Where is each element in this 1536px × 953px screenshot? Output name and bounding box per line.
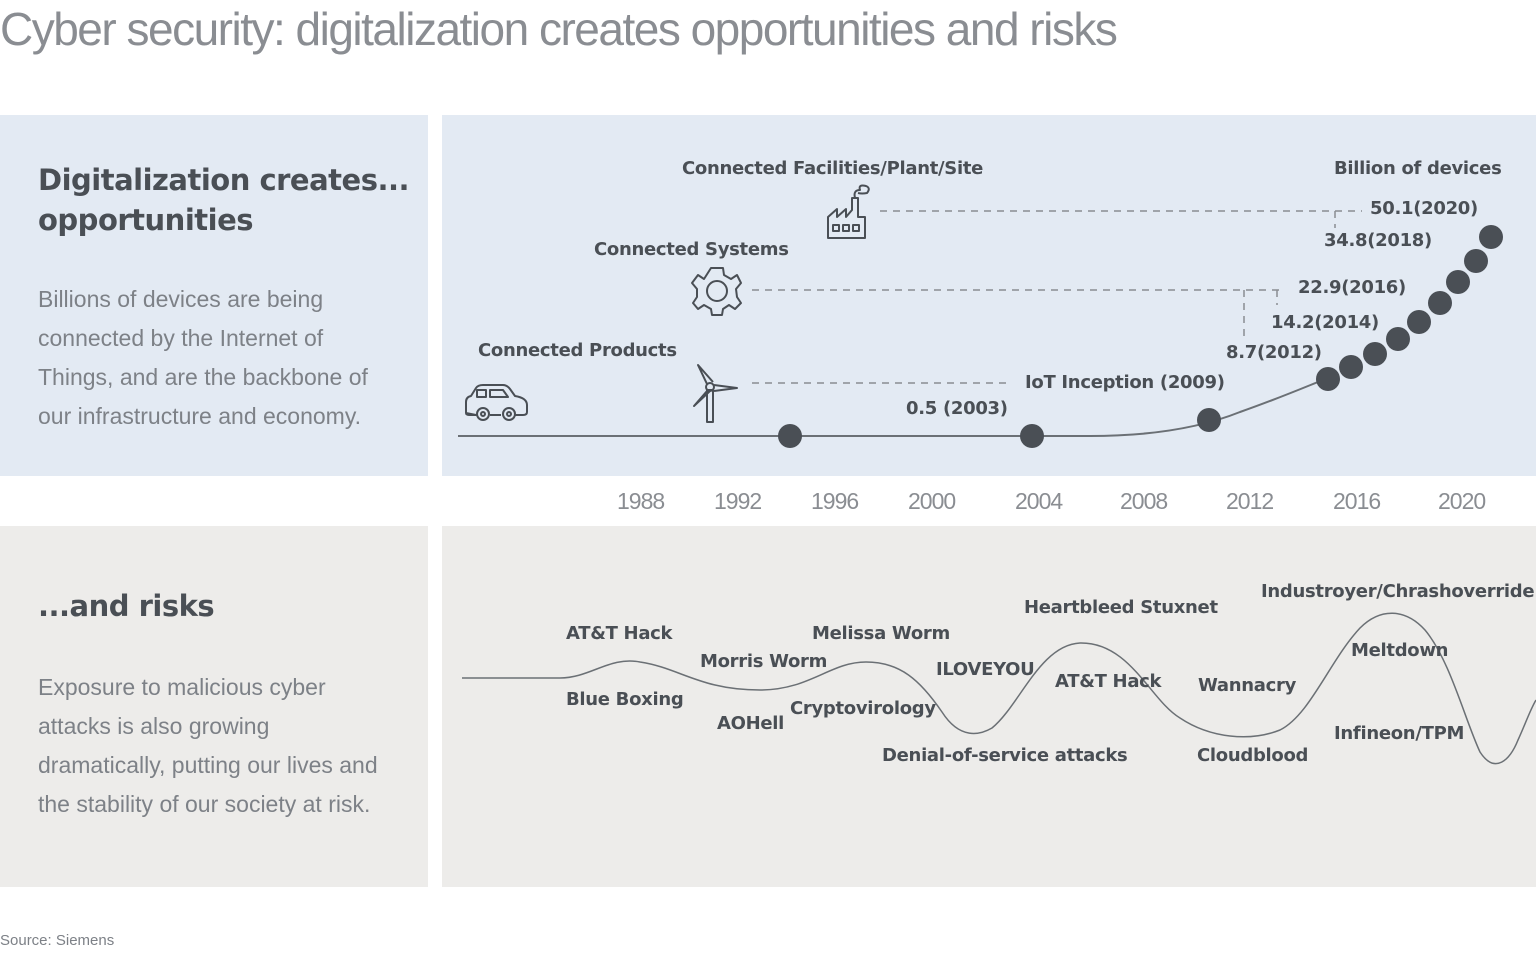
annotation-2018: 34.8(2018) xyxy=(1324,230,1432,251)
x-tick: 1992 xyxy=(714,488,762,514)
event-label: Wannacry xyxy=(1198,675,1297,696)
annotation-2016: 22.9(2016) xyxy=(1298,277,1406,298)
body-line: Exposure to malicious cyber xyxy=(38,674,326,700)
heading-line: Digitalization creates... xyxy=(38,163,410,197)
event-label: Morris Worm xyxy=(700,651,828,672)
opportunities-panel: Digitalization creates... opportunities … xyxy=(0,115,428,476)
risks-heading: ...and risks xyxy=(38,589,215,623)
body-line: Billions of devices are being xyxy=(38,286,324,312)
event-label: Cloudblood xyxy=(1197,745,1309,766)
page-title: Cyber security: digitalization creates o… xyxy=(0,3,1118,55)
annotation-2020: 50.1(2020) xyxy=(1370,198,1478,219)
opportunities-body: Billions of devices are being connected … xyxy=(38,280,410,436)
x-tick: 2008 xyxy=(1120,488,1168,514)
x-tick: 2020 xyxy=(1438,488,1486,514)
opportunities-heading: Digitalization creates... opportunities xyxy=(38,160,410,240)
event-label: AOHell xyxy=(717,713,785,734)
x-tick: 2012 xyxy=(1226,488,1274,514)
event-label: AT&T Hack xyxy=(1055,671,1162,692)
annotation-2003: 0.5 (2003) xyxy=(906,398,1008,419)
event-label: ILOVEYOU xyxy=(936,659,1035,680)
risks-panel: ...and risks Exposure to malicious cyber… xyxy=(0,526,428,887)
event-label: Industroyer/Chrashoverride xyxy=(1261,581,1535,602)
event-label: AT&T Hack xyxy=(566,623,673,644)
event-label: Denial-of-service attacks xyxy=(882,745,1128,766)
body-line: the stability of our society at risk. xyxy=(38,791,371,817)
label-connected-facilities: Connected Facilities/Plant/Site xyxy=(682,158,984,179)
risks-body: Exposure to malicious cyber attacks is a… xyxy=(38,668,410,824)
body-line: connected by the Internet of xyxy=(38,325,324,351)
x-tick: 1988 xyxy=(617,488,665,514)
attacks-chart-panel xyxy=(442,526,1536,887)
body-line: our infrastructure and economy. xyxy=(38,403,362,429)
event-label: Blue Boxing xyxy=(566,689,684,710)
label-connected-products: Connected Products xyxy=(478,340,677,361)
annotation-2012: 8.7(2012) xyxy=(1226,342,1322,363)
dashed-leaders xyxy=(752,210,1362,384)
annotation-iot-inception: IoT Inception (2009) xyxy=(1025,372,1225,393)
x-tick: 2000 xyxy=(908,488,956,514)
attack-wave-curve xyxy=(462,612,1536,765)
event-label: Meltdown xyxy=(1351,640,1449,661)
chart-title-billion-devices: Billion of devices xyxy=(1334,158,1502,179)
heading-line: opportunities xyxy=(38,203,254,237)
label-connected-systems: Connected Systems xyxy=(594,239,789,260)
data-dots xyxy=(778,225,1503,448)
device-growth-chart-panel xyxy=(442,115,1536,476)
factory-icon xyxy=(827,184,870,239)
x-tick: 1996 xyxy=(811,488,859,514)
event-label: Infineon/TPM xyxy=(1334,723,1465,744)
body-line: attacks is also growing xyxy=(38,713,270,739)
annotation-2014: 14.2(2014) xyxy=(1271,312,1379,333)
event-label: Cryptovirology xyxy=(790,698,936,719)
car-icon xyxy=(465,384,528,421)
x-tick: 2016 xyxy=(1333,488,1381,514)
event-label: Melissa Worm xyxy=(812,623,950,644)
body-line: dramatically, putting our lives and xyxy=(38,752,378,778)
growth-curve xyxy=(458,377,1329,437)
body-line: Things, and are the backbone of xyxy=(38,364,368,390)
gear-icon xyxy=(691,267,742,316)
x-tick: 2004 xyxy=(1015,488,1063,514)
wind-turbine-icon xyxy=(693,364,738,423)
source-note: Source: Siemens xyxy=(0,932,115,949)
event-label: Heartbleed Stuxnet xyxy=(1024,597,1218,618)
